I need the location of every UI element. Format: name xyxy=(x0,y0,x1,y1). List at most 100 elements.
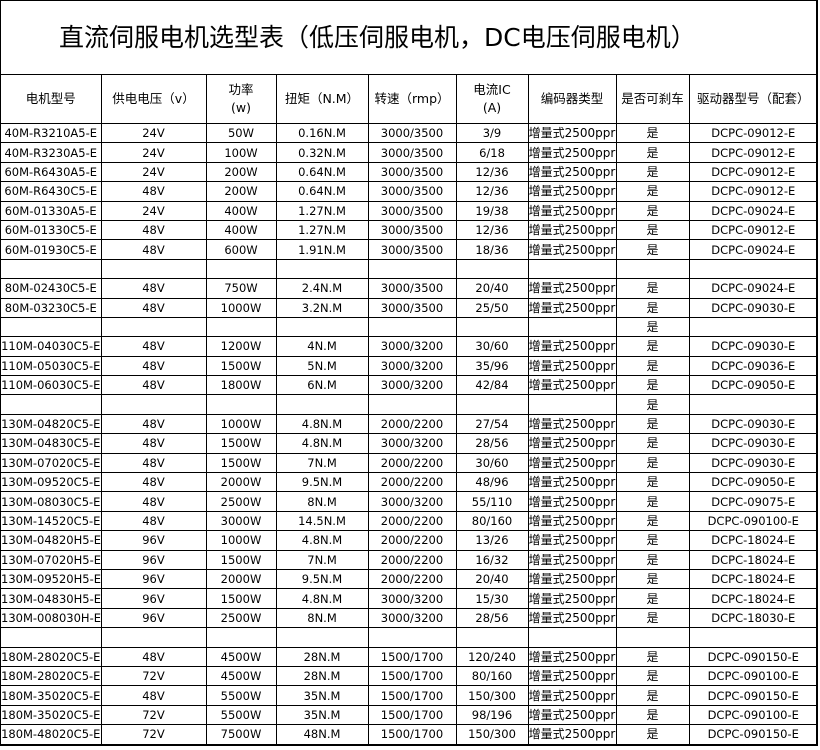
table-cell: 1500/1700 xyxy=(367,704,457,726)
table-cell: 增量式2500ppr xyxy=(527,433,617,454)
table-cell: 20/40 xyxy=(455,278,529,299)
table-cell: 1.91N.M xyxy=(275,239,369,260)
table-cell xyxy=(527,394,617,415)
table-cell: 增量式2500ppr xyxy=(527,123,617,144)
table-cell: 是 xyxy=(615,646,690,667)
header-text: 电流IC xyxy=(473,82,511,97)
table-row: 130M-04820C5-E 48V 1000W 4.8N.M 2000/2200 27/… xyxy=(1,413,817,435)
table-row: 60M-01930C5-E 48V 600W 1.91N.M 3000/3500 18/3… xyxy=(1,239,817,260)
table-cell: 是 xyxy=(615,510,690,532)
table-cell: DCPC-09030-E xyxy=(688,433,817,454)
table-cell: 增量式2500ppr xyxy=(527,375,617,396)
table-cell: DCPC-09012-E xyxy=(688,181,817,202)
table-cell: 2000/2200 xyxy=(367,549,457,570)
table-cell: 12/36 xyxy=(455,181,529,202)
table-cell: 是 xyxy=(615,549,690,570)
table-cell xyxy=(205,627,277,648)
table-cell: DCPC-09075-E xyxy=(688,491,817,512)
table-cell: 1800W xyxy=(205,375,277,396)
table-cell: DCPC-09036-E xyxy=(688,355,817,377)
table-row: 130M-14520C5-E 48V 3000W 14.5N.M 2000/2200 80… xyxy=(1,510,817,532)
table-cell: 是 xyxy=(615,200,690,221)
table-cell: 增量式2500ppr xyxy=(527,607,617,629)
table-cell: 48V xyxy=(100,297,207,318)
table-cell: 是 xyxy=(615,588,690,609)
table-cell: 4500W xyxy=(205,665,277,687)
header-text: 供电电压（v） xyxy=(112,91,195,106)
table-cell: 3/9 xyxy=(455,123,529,144)
header-text: 是否可刹车 xyxy=(621,91,684,106)
table-cell: 48V xyxy=(100,278,207,299)
table-cell: 60M-01330C5-E xyxy=(1,219,102,241)
table-cell: 1500/1700 xyxy=(367,646,457,667)
table-cell: 130M-14520C5-E xyxy=(1,510,102,532)
table-row: 60M-R6430C5-E 48V 200W 0.64N.M 3000/3500 12/3… xyxy=(1,181,817,202)
table-cell: 7N.M xyxy=(275,549,369,570)
table-row: 180M-28020C5-E 48V 4500W 28N.M 1500/1700 120/… xyxy=(1,646,817,667)
table-cell: 130M-07020C5-E xyxy=(1,452,102,474)
table-row: 40M-R3230A5-E 24V 100W 0.32N.M 3000/3500 6/18… xyxy=(1,142,817,163)
header-text: (A) xyxy=(482,100,502,115)
table-cell: 28/56 xyxy=(455,433,529,454)
table-row: 110M-04030C5-E 48V 1200W 4N.M 3000/3200 30/60… xyxy=(1,336,817,357)
table-cell: 是 xyxy=(615,491,690,512)
table-cell: 120/240 xyxy=(455,646,529,667)
table-cell: 2000W xyxy=(205,568,277,590)
table-cell: 5N.M xyxy=(275,355,369,377)
table-cell: 130M-09520C5-E xyxy=(1,472,102,493)
header-cell: 电流IC (A) xyxy=(455,75,529,124)
table-cell xyxy=(527,316,617,338)
table-cell: 增量式2500ppr xyxy=(527,491,617,512)
table-cell: DCPC-09050-E xyxy=(688,472,817,493)
table-cell: 48V xyxy=(100,375,207,396)
table-cell: DCPC-090150-E xyxy=(688,685,817,706)
table-cell: 96V xyxy=(100,549,207,570)
table-cell: 19/38 xyxy=(455,200,529,221)
table-cell: 96V xyxy=(100,607,207,629)
table-cell: 24V xyxy=(100,200,207,221)
header-cell: 功率 (w) xyxy=(205,75,277,124)
table-cell xyxy=(275,258,369,280)
table-row: 60M-01330C5-E 48V 400W 1.27N.M 3000/3500 12/3… xyxy=(1,219,817,241)
table-cell: DCPC-090150-E xyxy=(688,646,817,667)
table-cell xyxy=(455,316,529,338)
table-cell: 60M-R6430A5-E xyxy=(1,161,102,183)
table-cell: 180M-35020C5-E xyxy=(1,685,102,706)
table-cell: 130M-008030H-E xyxy=(1,607,102,629)
table-cell: 1000W xyxy=(205,297,277,318)
table-cell: DCPC-18030-E xyxy=(688,607,817,629)
table-cell: 400W xyxy=(205,219,277,241)
table-cell: 12/36 xyxy=(455,219,529,241)
table-cell: 60M-01330A5-E xyxy=(1,200,102,221)
table-cell: 2.4N.M xyxy=(275,278,369,299)
table-cell: 28N.M xyxy=(275,646,369,667)
table-cell: 2000/2200 xyxy=(367,413,457,435)
table-cell: 是 xyxy=(615,297,690,318)
table-row: 180M-48020C5-E 72V 7500W 48N.M 1500/1700 150/… xyxy=(1,724,817,745)
table-cell: 增量式2500ppr xyxy=(527,685,617,706)
table-row: 是 xyxy=(1,316,817,338)
table-cell: DCPC-18024-E xyxy=(688,549,817,570)
table-cell: DCPC-09012-E xyxy=(688,219,817,241)
table-row xyxy=(1,258,817,280)
table-cell: DCPC-09030-E xyxy=(688,413,817,435)
table-cell xyxy=(367,258,457,280)
table-cell: 42/84 xyxy=(455,375,529,396)
table-cell: 0.16N.M xyxy=(275,123,369,144)
table-cell xyxy=(688,627,817,648)
table-cell: 100W xyxy=(205,142,277,163)
table-cell: 3000/3200 xyxy=(367,491,457,512)
table-cell xyxy=(527,258,617,280)
table-cell: 1500/1700 xyxy=(367,665,457,687)
header-cell: 编码器类型 xyxy=(527,75,617,124)
table-cell xyxy=(205,394,277,415)
table-cell: 3000/3500 xyxy=(367,142,457,163)
table-cell: 72V xyxy=(100,704,207,726)
header-cell: 驱动器型号（配套） xyxy=(688,75,817,124)
table-cell: 5500W xyxy=(205,704,277,726)
table-cell: 是 xyxy=(615,142,690,163)
table-row: 80M-02430C5-E 48V 750W 2.4N.M 3000/3500 20/40… xyxy=(1,278,817,299)
table-cell xyxy=(205,316,277,338)
table-cell xyxy=(1,627,102,648)
table-cell: 2500W xyxy=(205,607,277,629)
